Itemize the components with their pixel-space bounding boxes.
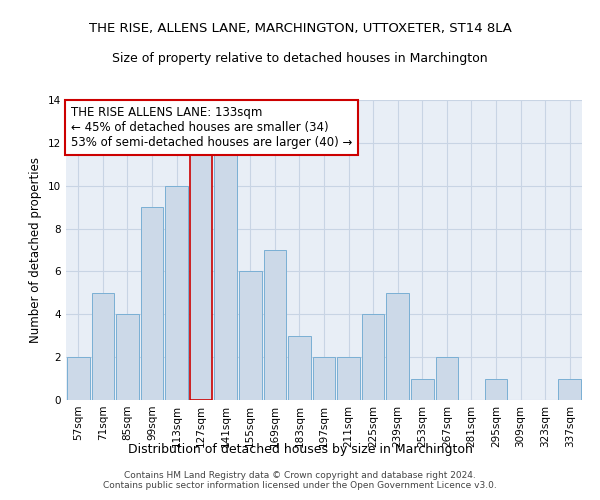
Text: Size of property relative to detached houses in Marchington: Size of property relative to detached ho… (112, 52, 488, 65)
Bar (190, 143, 212, 400)
Bar (337, 357, 360, 400)
Bar (436, 357, 458, 400)
Bar (362, 314, 385, 400)
Bar (214, 143, 237, 400)
Bar (485, 378, 508, 400)
Text: Contains HM Land Registry data © Crown copyright and database right 2024.
Contai: Contains HM Land Registry data © Crown c… (103, 470, 497, 490)
Bar (559, 378, 581, 400)
Text: Distribution of detached houses by size in Marchington: Distribution of detached houses by size … (128, 442, 472, 456)
Bar (313, 357, 335, 400)
Y-axis label: Number of detached properties: Number of detached properties (29, 157, 43, 343)
Bar (263, 250, 286, 400)
Bar (386, 293, 409, 400)
Bar (411, 378, 434, 400)
Text: THE RISE ALLENS LANE: 133sqm
← 45% of detached houses are smaller (34)
53% of se: THE RISE ALLENS LANE: 133sqm ← 45% of de… (71, 106, 353, 149)
Bar (116, 314, 139, 400)
Bar (288, 336, 311, 400)
Bar (165, 186, 188, 400)
Text: THE RISE, ALLENS LANE, MARCHINGTON, UTTOXETER, ST14 8LA: THE RISE, ALLENS LANE, MARCHINGTON, UTTO… (89, 22, 511, 35)
Bar (92, 293, 114, 400)
Bar (67, 357, 89, 400)
Bar (140, 207, 163, 400)
Bar (239, 272, 262, 400)
